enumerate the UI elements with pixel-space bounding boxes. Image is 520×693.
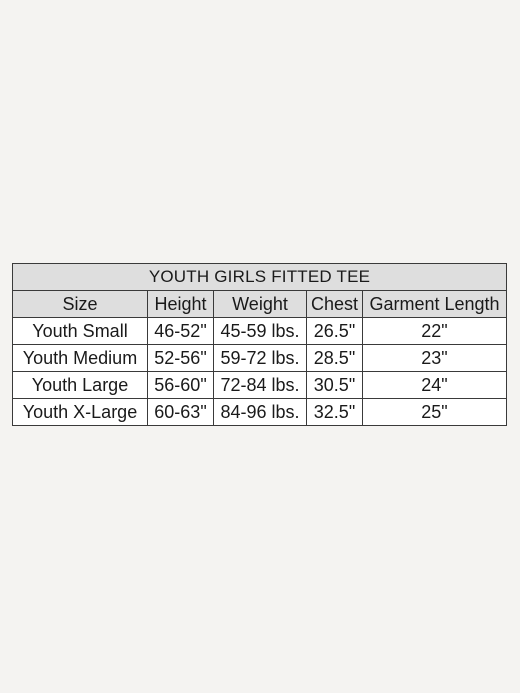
cell-height: 60-63" [147, 398, 214, 426]
cell-height: 56-60" [147, 371, 214, 399]
cell-height: 52-56" [147, 344, 214, 372]
cell-size: Youth Small [12, 317, 148, 345]
table-title-row: YOUTH GIRLS FITTED TEE [12, 263, 507, 291]
table-row: Youth Medium 52-56" 59-72 lbs. 28.5" 23" [12, 344, 507, 372]
size-chart-container: YOUTH GIRLS FITTED TEE Size Height Weigh… [12, 263, 508, 426]
header-garment-length: Garment Length [362, 290, 507, 318]
cell-chest: 26.5" [306, 317, 363, 345]
cell-chest: 32.5" [306, 398, 363, 426]
cell-height: 46-52" [147, 317, 214, 345]
header-chest: Chest [306, 290, 363, 318]
cell-weight: 45-59 lbs. [213, 317, 307, 345]
table-row: Youth Large 56-60" 72-84 lbs. 30.5" 24" [12, 371, 507, 399]
cell-size: Youth Medium [12, 344, 148, 372]
cell-weight: 59-72 lbs. [213, 344, 307, 372]
cell-chest: 30.5" [306, 371, 363, 399]
table-row: Youth X-Large 60-63" 84-96 lbs. 32.5" 25… [12, 398, 507, 426]
header-weight: Weight [213, 290, 307, 318]
cell-size: Youth X-Large [12, 398, 148, 426]
cell-garment-length: 23" [362, 344, 507, 372]
cell-garment-length: 22" [362, 317, 507, 345]
table-row: Youth Small 46-52" 45-59 lbs. 26.5" 22" [12, 317, 507, 345]
table-header-row: Size Height Weight Chest Garment Length [12, 290, 507, 318]
cell-weight: 84-96 lbs. [213, 398, 307, 426]
cell-garment-length: 25" [362, 398, 507, 426]
cell-chest: 28.5" [306, 344, 363, 372]
cell-weight: 72-84 lbs. [213, 371, 307, 399]
header-height: Height [147, 290, 214, 318]
size-chart-table: YOUTH GIRLS FITTED TEE Size Height Weigh… [12, 263, 507, 426]
header-size: Size [12, 290, 148, 318]
table-title: YOUTH GIRLS FITTED TEE [12, 263, 507, 291]
cell-size: Youth Large [12, 371, 148, 399]
cell-garment-length: 24" [362, 371, 507, 399]
